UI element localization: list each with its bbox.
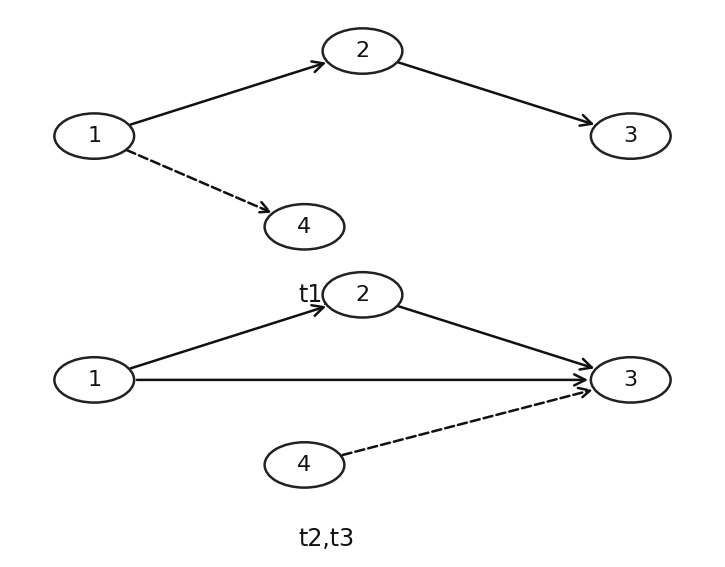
Text: 1: 1 [87, 370, 102, 390]
Ellipse shape [54, 113, 134, 159]
Text: 3: 3 [624, 370, 638, 390]
Text: t1,t2: t1,t2 [298, 283, 355, 307]
Ellipse shape [323, 28, 402, 74]
Ellipse shape [265, 442, 344, 488]
Text: 1: 1 [87, 126, 102, 146]
Ellipse shape [591, 357, 671, 403]
Text: 3: 3 [624, 126, 638, 146]
Ellipse shape [591, 113, 671, 159]
Text: 2: 2 [355, 41, 370, 61]
Ellipse shape [54, 357, 134, 403]
Text: 4: 4 [297, 217, 312, 237]
Ellipse shape [265, 204, 344, 249]
Ellipse shape [323, 272, 402, 318]
Text: t2,t3: t2,t3 [298, 527, 355, 551]
Text: 2: 2 [355, 285, 370, 305]
Text: 4: 4 [297, 455, 312, 475]
